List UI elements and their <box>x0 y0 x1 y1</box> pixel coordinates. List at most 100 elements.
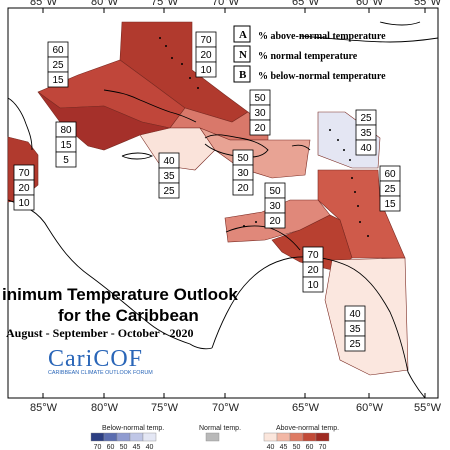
prob-value-a: 80 <box>60 125 72 136</box>
colorbar-swatch-below <box>103 432 118 442</box>
prob-value-b: 5 <box>63 155 69 166</box>
prob-value-b: 20 <box>269 216 281 227</box>
prob-box-cell <box>379 195 401 212</box>
title-block: inimum Temperature Outlook for the Carib… <box>2 285 238 340</box>
lon-label: 70°W <box>212 402 240 414</box>
prob-value-b: 15 <box>384 199 396 210</box>
colorbar-swatch-below <box>142 432 157 442</box>
prob-value-n: 20 <box>200 50 212 61</box>
prob-value-n: 25 <box>384 184 396 195</box>
prob-value-a: 70 <box>200 35 212 46</box>
lon-label: 85°W <box>30 0 58 8</box>
legend-key-box <box>233 65 251 83</box>
colorbar-tick-below: 40 <box>146 444 154 450</box>
lon-label: 65°W <box>292 402 320 414</box>
prob-box-cell <box>13 194 35 211</box>
map-period: August - September - October - 2020 <box>6 326 194 340</box>
colorbar-normal-title: Normal temp. <box>199 425 241 432</box>
prob-box-cell <box>264 212 286 229</box>
legend-key-box <box>233 25 251 43</box>
top-ticks <box>42 8 426 13</box>
legend-key-b: B <box>239 69 247 81</box>
colorbar-tick-above: 60 <box>306 444 314 450</box>
prob-value-a: 70 <box>18 168 30 179</box>
prob-value-b: 20 <box>254 123 266 134</box>
prob-value-n: 15 <box>60 140 72 151</box>
prob-value-n: 30 <box>254 108 266 119</box>
lon-label: 75°W <box>151 0 179 8</box>
logo-subtitle: CARIBBEAN CLIMATE OUTLOOK FORUM <box>48 370 153 376</box>
prob-value-a: 50 <box>254 93 266 104</box>
lon-label: 80°W <box>91 0 119 8</box>
colorbar-swatch-above <box>263 432 278 442</box>
colorbar-swatch-normal <box>205 432 220 442</box>
prob-value-n: 20 <box>18 183 30 194</box>
prob-value-a: 50 <box>269 186 281 197</box>
region-windwards <box>317 169 406 259</box>
prob-box-cell <box>302 276 324 293</box>
legend-key-box <box>233 45 251 63</box>
prob-value-b: 10 <box>18 198 30 209</box>
caricof-logo: CariCOF CARIBBEAN CLIMATE OUTLOOK FORUM <box>45 342 175 376</box>
colorbar-tick-above: 45 <box>280 444 288 450</box>
prob-value-a: 40 <box>163 156 175 167</box>
lon-label: 65°W <box>292 0 320 8</box>
colorbar-swatch-above <box>302 432 317 442</box>
prob-value-n: 35 <box>360 128 372 139</box>
prob-value-n: 30 <box>237 168 249 179</box>
legend-text-n: % normal temperature <box>258 51 358 62</box>
map-title-line1: inimum Temperature Outlook <box>2 285 238 304</box>
legend-text-b: % below-normal temperature <box>258 71 386 82</box>
lon-label: 75°W <box>151 402 179 414</box>
prob-value-a: 60 <box>384 169 396 180</box>
prob-value-b: 40 <box>360 143 372 154</box>
colorbar-swatch-above <box>276 432 291 442</box>
lon-label: 55°W <box>414 0 442 8</box>
legend-key-n: N <box>239 49 247 61</box>
prob-box-cell <box>249 119 271 136</box>
prob-value-b: 10 <box>307 280 319 291</box>
prob-box-cell <box>47 71 69 88</box>
prob-value-n: 20 <box>307 265 319 276</box>
lon-label: 60°W <box>356 402 384 414</box>
prob-box-cell <box>344 335 366 352</box>
colorbar-above-title: Above-normal temp. <box>276 425 339 432</box>
colorbar-tick-below: 50 <box>120 444 128 450</box>
colorbar-swatch-below <box>129 432 144 442</box>
prob-value-b: 15 <box>52 75 64 86</box>
colorbar-tick-above: 40 <box>267 444 275 450</box>
prob-value-b: 10 <box>200 65 212 76</box>
colorbar-below-title: Below-normal temp. <box>102 425 164 432</box>
prob-value-a: 70 <box>307 250 319 261</box>
prob-value-b: 20 <box>237 183 249 194</box>
prob-value-a: 40 <box>349 309 361 320</box>
lon-label: 70°W <box>212 0 240 8</box>
lon-label: 60°W <box>356 0 384 8</box>
lon-label: 80°W <box>91 402 119 414</box>
map-title-line2: for the Caribbean <box>58 306 199 325</box>
longitude-labels-top: 85°W 80°W 75°W 70°W 65°W 60°W 55°W <box>30 0 442 8</box>
prob-value-a: 25 <box>360 113 372 124</box>
colorbar-tick-below: 60 <box>107 444 115 450</box>
region-trinidad <box>271 214 353 271</box>
logo-wordmark: CariCOF <box>48 346 143 372</box>
bottom-ticks <box>42 393 426 398</box>
colorbar-swatch-above <box>289 432 304 442</box>
prob-value-n: 25 <box>52 60 64 71</box>
colorbar-tick-above: 50 <box>293 444 301 450</box>
colorbar-swatch-above <box>315 432 330 442</box>
prob-box-cell <box>232 179 254 196</box>
coastlines <box>7 21 439 399</box>
prob-value-n: 35 <box>163 171 175 182</box>
prob-value-a: 50 <box>237 153 249 164</box>
region-hispaniola <box>199 127 311 179</box>
prob-box-cell <box>158 182 180 199</box>
colorbar-swatch-below <box>90 432 105 442</box>
anb-legend: A N B % above-normal temperature % norma… <box>233 25 386 83</box>
longitude-labels-bottom: 85°W 80°W 75°W 70°W 65°W 60°W 55°W <box>30 402 442 414</box>
colorbar: Below-normal temp. Normal temp. Above-no… <box>90 425 339 450</box>
colorbar-tick-below: 45 <box>133 444 141 450</box>
prob-box-cell <box>55 151 77 168</box>
legend-text-a: % above-normal temperature <box>258 31 386 42</box>
